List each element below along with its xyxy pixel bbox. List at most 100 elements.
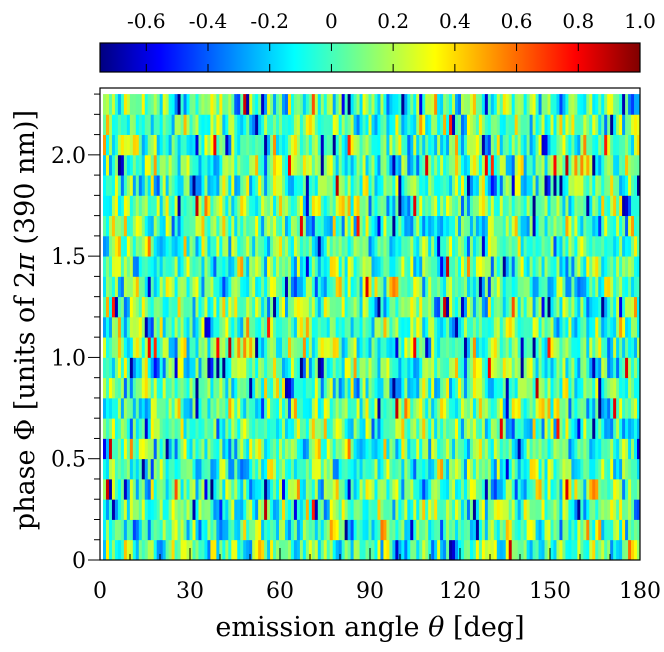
heatmap-cell xyxy=(338,316,343,338)
heatmap-cell xyxy=(592,539,596,561)
heatmap-cell xyxy=(323,397,328,419)
heatmap-cell xyxy=(401,519,405,541)
heatmap-cell xyxy=(461,114,465,135)
heatmap-cell xyxy=(177,134,181,156)
heatmap-cell xyxy=(428,519,432,541)
heatmap-cell xyxy=(493,519,498,541)
heatmap-cell xyxy=(452,397,456,419)
heatmap-cell xyxy=(481,195,486,217)
heatmap-cell xyxy=(589,114,593,135)
heatmap-cell xyxy=(634,154,638,176)
heatmap-cell xyxy=(610,377,614,399)
heatmap-cell xyxy=(401,357,405,379)
heatmap-cell xyxy=(535,134,539,156)
heatmap-cell xyxy=(267,478,271,500)
heatmap-cell xyxy=(249,478,253,500)
heatmap-cell xyxy=(323,235,328,257)
heatmap-cell xyxy=(198,337,202,358)
heatmap-cell xyxy=(159,458,164,480)
heatmap-cell xyxy=(335,215,340,237)
heatmap-cell xyxy=(511,195,516,217)
heatmap-cell xyxy=(532,175,536,196)
heatmap-cell xyxy=(493,397,498,419)
heatmap-cell xyxy=(290,438,295,460)
heatmap-cell xyxy=(383,175,387,196)
heatmap-cell xyxy=(320,478,325,500)
heatmap-cell xyxy=(443,357,447,379)
heatmap-cell xyxy=(359,458,363,480)
heatmap-cell xyxy=(168,215,173,237)
heatmap-cell xyxy=(258,499,262,520)
heatmap-cell xyxy=(595,94,599,115)
heatmap-cell xyxy=(144,276,149,298)
heatmap-cell xyxy=(625,499,629,520)
heatmap-cell xyxy=(517,94,522,115)
heatmap-cell xyxy=(240,154,244,176)
heatmap-cell xyxy=(368,154,372,176)
heatmap-cell xyxy=(523,458,528,480)
heatmap-cell xyxy=(508,499,513,520)
y-tick-label: 0 xyxy=(72,549,86,574)
heatmap-cell xyxy=(183,397,187,419)
heatmap-cell xyxy=(434,337,438,358)
heatmap-cell xyxy=(350,94,354,115)
heatmap-cell xyxy=(180,296,184,318)
heatmap-cell xyxy=(535,154,539,176)
heatmap-cell xyxy=(344,195,349,217)
heatmap-cell xyxy=(511,296,516,318)
heatmap-cell xyxy=(431,539,435,561)
heatmap-cell xyxy=(568,458,572,480)
heatmap-cell xyxy=(290,519,295,541)
heatmap-cell xyxy=(347,438,352,460)
heatmap-cell xyxy=(192,175,196,196)
heatmap-cell xyxy=(332,154,337,176)
heatmap-cell xyxy=(362,316,366,338)
heatmap-cell xyxy=(120,539,125,561)
heatmap-cell xyxy=(356,458,360,480)
heatmap-cell xyxy=(258,418,262,439)
heatmap-cell xyxy=(231,154,235,176)
heatmap-cell xyxy=(183,438,187,460)
heatmap-cell xyxy=(610,94,614,115)
heatmap-cell xyxy=(362,134,366,156)
heatmap-cell xyxy=(550,195,554,217)
heatmap-cell xyxy=(365,134,369,156)
heatmap-cell xyxy=(419,175,423,196)
heatmap-cell xyxy=(472,539,477,561)
heatmap-cell xyxy=(559,316,563,338)
heatmap-cell xyxy=(153,377,158,399)
heatmap-cell xyxy=(628,519,632,541)
heatmap-cell xyxy=(174,337,178,358)
heatmap-cell xyxy=(446,175,450,196)
heatmap-cell xyxy=(431,418,435,439)
heatmap-cell xyxy=(553,154,557,176)
heatmap-cell xyxy=(111,539,116,561)
heatmap-cell xyxy=(428,539,432,561)
heatmap-cell xyxy=(105,418,110,439)
heatmap-cell xyxy=(279,316,283,338)
heatmap-cell xyxy=(270,458,274,480)
heatmap-cell xyxy=(156,256,161,277)
heatmap-cell xyxy=(231,499,235,520)
heatmap-cell xyxy=(461,397,465,419)
heatmap-cell xyxy=(484,499,489,520)
heatmap-cell xyxy=(132,357,137,379)
heatmap-cell xyxy=(147,114,152,135)
heatmap-cell xyxy=(410,276,414,298)
heatmap-cell xyxy=(466,377,471,399)
heatmap-cell xyxy=(455,114,459,135)
heatmap-cell xyxy=(487,499,492,520)
heatmap-cell xyxy=(383,215,387,237)
heatmap-cell xyxy=(171,154,175,176)
heatmap-cell xyxy=(592,418,596,439)
heatmap-cell xyxy=(481,499,486,520)
heatmap-cell xyxy=(463,316,468,338)
heatmap-cell xyxy=(440,276,444,298)
heatmap-cell xyxy=(350,519,354,541)
heatmap-cell xyxy=(129,337,134,358)
heatmap-cell xyxy=(422,256,426,277)
heatmap-cell xyxy=(255,94,259,115)
heatmap-cell xyxy=(410,397,414,419)
heatmap-cell xyxy=(496,377,501,399)
heatmap-cell xyxy=(356,438,360,460)
